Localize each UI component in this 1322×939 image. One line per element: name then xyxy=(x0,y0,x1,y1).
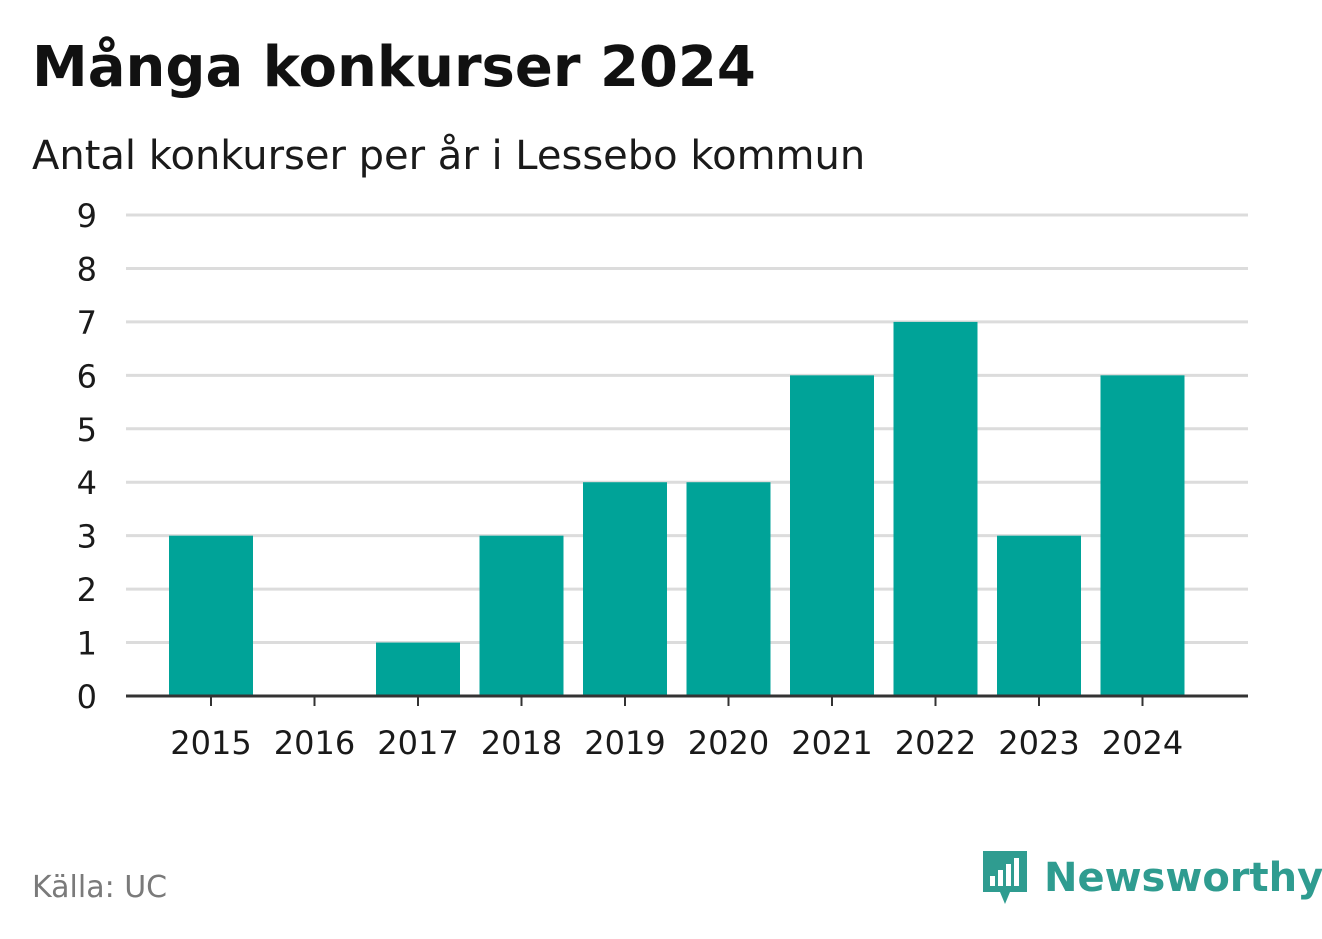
bar-2018 xyxy=(479,535,564,696)
bar-2022 xyxy=(893,321,978,696)
bar-2017 xyxy=(376,642,460,696)
bar-2021 xyxy=(790,375,874,696)
y-tick-label: 8 xyxy=(77,250,97,288)
bar-2020 xyxy=(686,482,771,696)
bars xyxy=(169,321,1185,696)
bar-2023 xyxy=(997,535,1081,696)
x-tick-label: 2016 xyxy=(274,724,355,762)
x-axis-tick-labels: 2015 2016 2017 2018 2019 2020 2021 2022 2023 2024 xyxy=(170,696,1183,762)
bar-2019 xyxy=(583,482,667,696)
x-tick-label: 2022 xyxy=(895,724,976,762)
x-tick-label: 2024 xyxy=(1102,724,1183,762)
chart-title: Många konkurser 2024 xyxy=(32,35,756,100)
y-tick-label: 3 xyxy=(77,518,97,556)
x-tick-label: 2023 xyxy=(998,724,1079,762)
y-axis-tick-labels: 0 1 2 3 4 5 6 7 8 9 xyxy=(77,197,97,716)
x-tick-label: 2019 xyxy=(584,724,665,762)
y-tick-label: 0 xyxy=(77,678,97,716)
brand-name: Newsworthy xyxy=(1044,855,1322,901)
newsworthy-logo-icon xyxy=(983,851,1027,904)
bar-2024 xyxy=(1100,375,1185,696)
x-tick-label: 2017 xyxy=(377,724,458,762)
source-note: Källa: UC xyxy=(32,870,168,905)
y-tick-label: 4 xyxy=(77,464,97,502)
x-tick-label: 2020 xyxy=(688,724,769,762)
y-tick-label: 6 xyxy=(77,357,97,395)
x-tick-label: 2021 xyxy=(791,724,872,762)
bar-2015 xyxy=(169,535,253,696)
y-tick-label: 5 xyxy=(77,411,97,449)
chart-subtitle: Antal konkurser per år i Lessebo kommun xyxy=(32,133,866,179)
x-tick-label: 2015 xyxy=(170,724,251,762)
y-tick-label: 1 xyxy=(77,625,97,663)
y-tick-label: 7 xyxy=(77,304,97,342)
y-tick-label: 2 xyxy=(77,571,97,609)
x-tick-label: 2018 xyxy=(481,724,562,762)
brand-logo: Newsworthy xyxy=(980,848,1322,908)
y-tick-label: 9 xyxy=(77,197,97,235)
